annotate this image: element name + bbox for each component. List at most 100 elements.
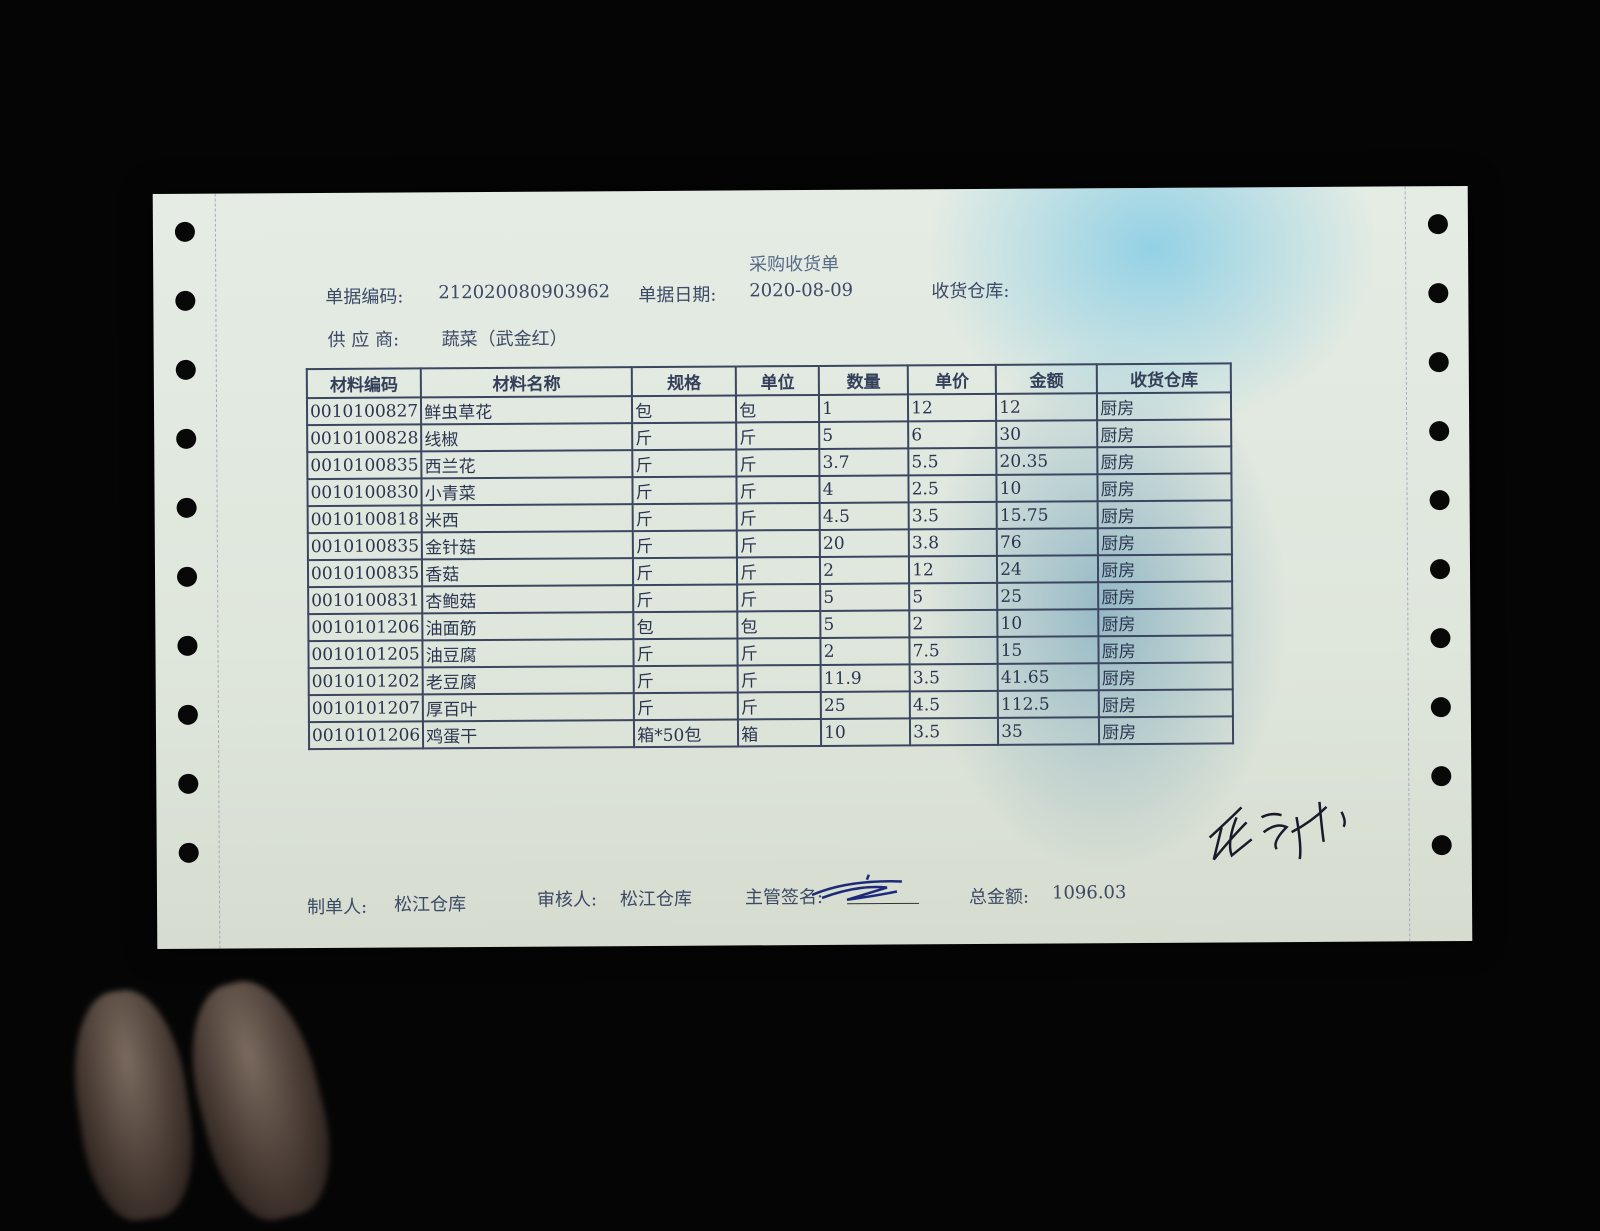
table-cell: 2 <box>820 556 909 584</box>
table-cell: 10 <box>821 718 910 746</box>
table-cell: 斤 <box>634 665 738 693</box>
table-cell: 厨房 <box>1099 716 1233 744</box>
column-header: 金额 <box>996 364 1097 394</box>
table-cell: 10 <box>997 474 1098 502</box>
table-cell: 15 <box>998 636 1099 664</box>
feed-hole <box>1430 628 1450 648</box>
feed-hole <box>1428 283 1448 303</box>
reviewer-label: 审核人: <box>537 885 597 911</box>
feed-hole <box>178 705 198 725</box>
table-cell: 0010101206 <box>308 613 422 641</box>
table-cell: 15.75 <box>997 501 1098 529</box>
supplier-label: 供 应 商: <box>328 326 400 352</box>
table-cell: 厨房 <box>1097 446 1231 474</box>
doc-date-value: 2020-08-09 <box>749 280 853 302</box>
table-cell: 0010100835 <box>307 451 421 479</box>
table-cell: 2 <box>821 637 910 665</box>
feed-hole <box>176 429 196 449</box>
table-cell: 油豆腐 <box>423 639 634 667</box>
table-cell: 斤 <box>632 422 736 450</box>
table-cell: 斤 <box>632 449 736 477</box>
table-cell: 厨房 <box>1098 581 1232 609</box>
table-cell: 包 <box>632 395 736 423</box>
table-cell: 线椒 <box>421 423 632 451</box>
table-cell: 斤 <box>737 584 820 612</box>
table-cell: 斤 <box>737 503 820 531</box>
feed-hole <box>177 567 197 587</box>
table-cell: 0010100828 <box>307 424 421 452</box>
table-cell: 厨房 <box>1097 392 1231 420</box>
table-cell: 金针菇 <box>422 531 633 559</box>
document-title: 采购收货单 <box>749 250 839 277</box>
feed-hole <box>1429 421 1449 441</box>
table-cell: 厨房 <box>1099 662 1233 690</box>
table-cell: 包 <box>633 611 737 639</box>
table-cell: 1 <box>819 394 908 422</box>
table-cell: 老豆腐 <box>423 666 634 694</box>
feed-hole <box>175 291 195 311</box>
column-header: 材料名称 <box>421 367 632 397</box>
feed-hole <box>1431 697 1451 717</box>
reviewer-value: 松江仓库 <box>620 885 692 911</box>
table-cell: 斤 <box>736 449 819 477</box>
handwritten-signature <box>1201 787 1371 868</box>
table-cell: 斤 <box>737 530 820 558</box>
doc-no-value: 212020080903962 <box>438 281 610 303</box>
table-cell: 2.5 <box>909 475 997 503</box>
finger <box>173 969 347 1231</box>
finger <box>63 983 204 1226</box>
table-cell: 0010100831 <box>308 586 422 614</box>
table-cell: 包 <box>736 395 819 423</box>
table-cell: 0010100830 <box>307 478 421 506</box>
table-cell: 小青菜 <box>422 477 633 505</box>
tractor-feed-strip-right <box>1405 186 1473 941</box>
table-cell: 112.5 <box>998 690 1099 718</box>
supplier-value: 蔬菜（武金红） <box>442 324 568 351</box>
table-cell: 5 <box>820 610 909 638</box>
table-cell: 斤 <box>737 476 820 504</box>
column-header: 收货仓库 <box>1097 363 1231 393</box>
table-cell: 4.5 <box>910 691 998 719</box>
table-cell: 11.9 <box>821 664 910 692</box>
table-cell: 3.8 <box>909 529 997 557</box>
table-cell: 12 <box>996 393 1097 421</box>
table-cell: 2 <box>909 610 997 638</box>
feed-hole <box>176 360 196 380</box>
table-cell: 5 <box>820 583 909 611</box>
feed-hole <box>179 843 199 863</box>
table-cell: 鲜虫草花 <box>421 396 632 424</box>
table-cell: 厨房 <box>1098 554 1232 582</box>
column-header: 单价 <box>908 365 996 395</box>
table-cell: 包 <box>737 611 820 639</box>
feed-hole <box>177 498 197 518</box>
table-cell: 20.35 <box>996 447 1097 475</box>
table-cell: 斤 <box>737 557 820 585</box>
receipt-paper: 采购收货单 单据编码: 212020080903962 单据日期: 2020-0… <box>153 186 1473 949</box>
table-cell: 0010100827 <box>307 397 421 425</box>
doc-no-label: 单据编码: <box>325 282 403 308</box>
table-cell: 10 <box>997 609 1098 637</box>
table-cell: 4.5 <box>820 502 909 530</box>
column-header: 材料编码 <box>307 368 421 398</box>
table-cell: 25 <box>821 691 910 719</box>
feed-hole <box>1430 559 1450 579</box>
table-cell: 0010100835 <box>308 532 422 560</box>
table-cell: 厨房 <box>1099 635 1233 663</box>
column-header: 单位 <box>736 366 819 396</box>
table-cell: 76 <box>997 528 1098 556</box>
table-cell: 斤 <box>633 584 737 612</box>
feed-hole <box>1431 766 1451 786</box>
table-cell: 0010101205 <box>308 640 422 668</box>
table-cell: 3.5 <box>910 718 998 746</box>
table-cell: 斤 <box>738 638 821 666</box>
table-cell: 厨房 <box>1097 419 1231 447</box>
doc-date-label: 单据日期: <box>638 281 716 307</box>
feed-hole <box>1428 214 1448 234</box>
table-cell: 20 <box>820 529 909 557</box>
table-cell: 厚百叶 <box>423 693 634 721</box>
table-cell: 箱 <box>738 719 821 747</box>
table-cell: 12 <box>908 394 996 422</box>
table-cell: 香菇 <box>422 558 633 586</box>
total-label: 总金额: <box>969 883 1029 909</box>
table-cell: 0010101207 <box>309 694 423 722</box>
